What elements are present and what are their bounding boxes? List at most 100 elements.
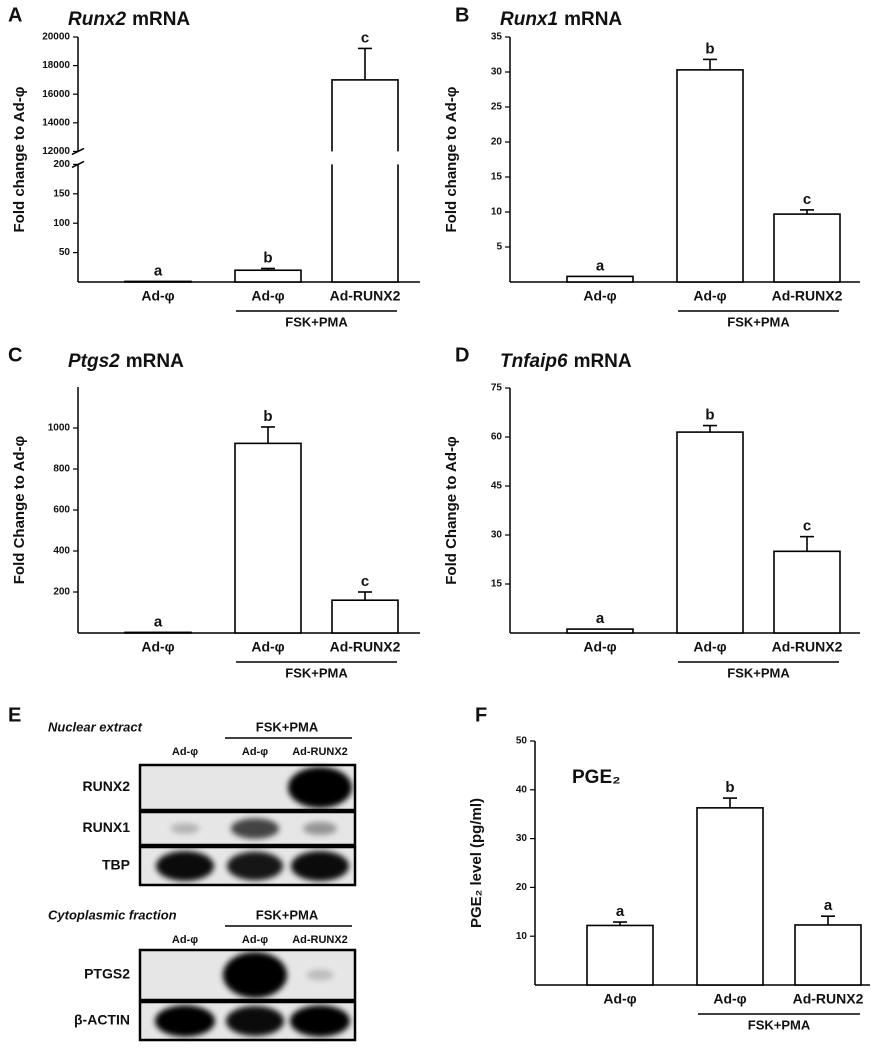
x-tick-label: Ad-RUNX2 bbox=[793, 991, 864, 1007]
y-tick-label: 40 bbox=[516, 784, 528, 795]
y-tick-label: 30 bbox=[491, 67, 503, 78]
panel-letter: A bbox=[8, 4, 22, 26]
y-tick-label: 50 bbox=[516, 736, 528, 747]
y-tick-label: 20 bbox=[491, 137, 503, 148]
y-tick-label: 30 bbox=[491, 530, 503, 541]
x-tick-label: Ad-φ bbox=[583, 288, 616, 304]
bar bbox=[124, 280, 192, 283]
group-label: FSK+PMA bbox=[285, 314, 348, 329]
y-tick-label: 800 bbox=[53, 464, 70, 475]
group-label: FSK+PMA bbox=[748, 1017, 811, 1032]
bar bbox=[566, 628, 634, 634]
blot-band bbox=[290, 1005, 350, 1037]
y-axis-label: PGE₂ level (pg/ml) bbox=[468, 798, 485, 928]
title-text: mRNA bbox=[574, 351, 632, 372]
significance-letter: b bbox=[263, 249, 272, 266]
significance-letter: c bbox=[803, 518, 811, 535]
bar bbox=[331, 79, 399, 283]
lane-label: Ad-φ bbox=[242, 934, 268, 946]
blot-title: Nuclear extract bbox=[48, 719, 143, 734]
y-tick-label: 25 bbox=[491, 102, 503, 113]
group-label: FSK+PMA bbox=[727, 314, 790, 329]
bar bbox=[696, 807, 764, 986]
chart-title: Ptgs2 mRNA bbox=[68, 351, 184, 372]
row-label: RUNX1 bbox=[83, 819, 131, 835]
y-tick-label: 12000 bbox=[42, 146, 70, 157]
y-tick-label: 14000 bbox=[42, 117, 70, 128]
x-tick-label: Ad-RUNX2 bbox=[772, 288, 843, 304]
significance-letter: a bbox=[824, 897, 833, 914]
significance-letter: a bbox=[596, 610, 605, 627]
bar bbox=[676, 69, 744, 283]
row-label: PTGS2 bbox=[84, 966, 130, 982]
y-tick-label: 15 bbox=[491, 172, 503, 183]
title-gene: Tnfaip6 bbox=[500, 351, 568, 372]
chart-title: PGE₂ bbox=[572, 767, 621, 788]
blot-band bbox=[170, 823, 200, 834]
group-label: FSK+PMA bbox=[285, 665, 348, 680]
bar bbox=[566, 275, 634, 283]
blot-band bbox=[155, 1005, 215, 1037]
chart-title: Tnfaip6 mRNA bbox=[500, 351, 632, 372]
y-axis-label: Fold Change to Ad-φ bbox=[443, 436, 460, 585]
y-tick-label: 50 bbox=[59, 247, 71, 258]
y-tick-label: 200 bbox=[53, 587, 70, 598]
title-gene: Runx2 bbox=[68, 9, 127, 30]
y-tick-label: 35 bbox=[491, 32, 503, 43]
y-tick-label: 30 bbox=[516, 833, 528, 844]
panel-letter: D bbox=[455, 344, 469, 366]
y-axis-label: Fold change to Ad-φ bbox=[443, 86, 460, 232]
bar bbox=[234, 269, 302, 283]
y-tick-label: 10 bbox=[491, 207, 503, 218]
x-tick-label: Ad-φ bbox=[251, 639, 284, 655]
chart-title: Runx1 mRNA bbox=[500, 9, 622, 30]
y-tick-label: 600 bbox=[53, 505, 70, 516]
significance-letter: a bbox=[596, 257, 605, 274]
group-label: FSK+PMA bbox=[727, 665, 790, 680]
x-tick-label: Ad-φ bbox=[583, 639, 616, 655]
lane-label: Ad-RUNX2 bbox=[292, 934, 348, 946]
blot-band bbox=[226, 1005, 284, 1037]
y-axis-label: Fold change to Ad-φ bbox=[11, 86, 28, 232]
y-tick-label: 1000 bbox=[48, 423, 71, 434]
group-label: FSK+PMA bbox=[256, 907, 319, 922]
x-tick-label: Ad-φ bbox=[603, 991, 636, 1007]
y-axis-label: Fold Change to Ad-φ bbox=[11, 435, 28, 584]
y-tick-label: 5 bbox=[496, 242, 502, 253]
x-tick-label: Ad-RUNX2 bbox=[330, 288, 401, 304]
x-tick-label: Ad-φ bbox=[141, 639, 174, 655]
lane-label: Ad-φ bbox=[172, 746, 198, 758]
y-tick-label: 100 bbox=[53, 218, 70, 229]
panel-letter: F bbox=[475, 704, 487, 726]
x-tick-label: Ad-RUNX2 bbox=[772, 639, 843, 655]
y-tick-label: 75 bbox=[491, 383, 503, 394]
x-tick-label: Ad-φ bbox=[693, 639, 726, 655]
y-tick-label: 18000 bbox=[42, 60, 70, 71]
y-tick-label: 400 bbox=[53, 546, 70, 557]
bar bbox=[124, 631, 192, 634]
x-tick-label: Ad-φ bbox=[713, 991, 746, 1007]
row-label: RUNX2 bbox=[83, 778, 131, 794]
x-tick-label: Ad-RUNX2 bbox=[330, 639, 401, 655]
title-gene: Runx1 bbox=[500, 9, 558, 30]
y-tick-label: 200 bbox=[53, 159, 70, 170]
bar bbox=[773, 213, 841, 283]
significance-letter: c bbox=[361, 573, 369, 590]
blot-band bbox=[156, 850, 214, 882]
blot-band bbox=[306, 969, 334, 981]
y-tick-label: 15 bbox=[491, 579, 503, 590]
bar-break-gap bbox=[330, 151, 400, 165]
blot-title: Cytoplasmic fraction bbox=[48, 907, 177, 922]
significance-letter: a bbox=[154, 262, 163, 279]
bar bbox=[676, 431, 744, 634]
significance-letter: c bbox=[803, 191, 811, 208]
significance-letter: b bbox=[725, 779, 734, 796]
x-tick-label: Ad-φ bbox=[141, 288, 174, 304]
blot-band bbox=[303, 821, 337, 836]
chart-title: Runx2 mRNA bbox=[68, 9, 190, 30]
y-tick-label: 20 bbox=[516, 882, 528, 893]
significance-letter: b bbox=[263, 408, 272, 425]
group-label: FSK+PMA bbox=[256, 719, 319, 734]
lane-label: Ad-φ bbox=[242, 746, 268, 758]
